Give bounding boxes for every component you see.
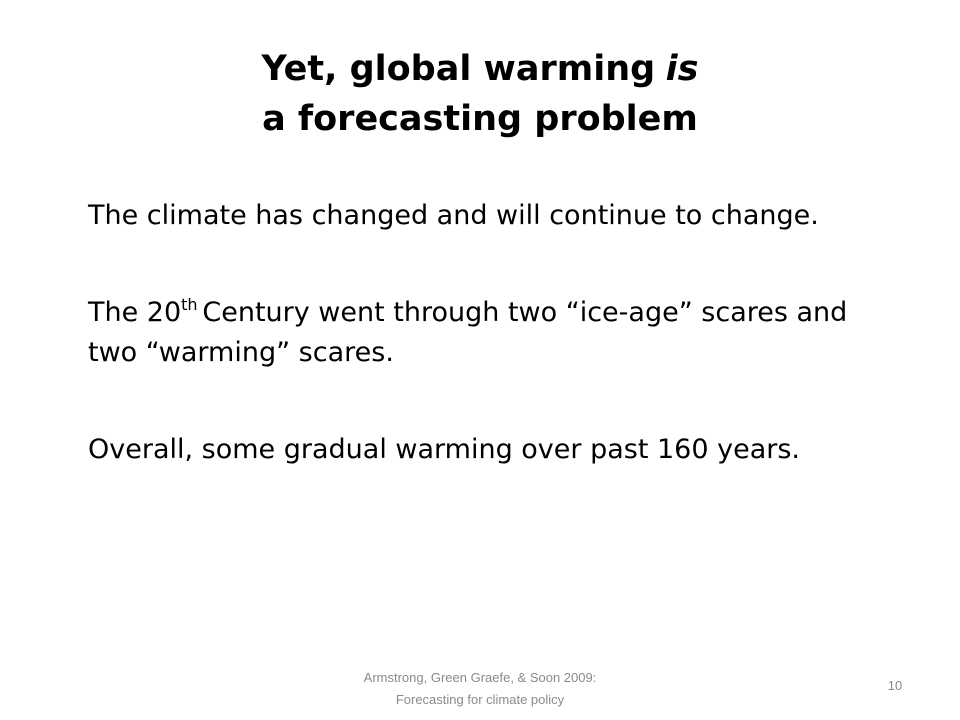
paragraph: Overall, some gradual warming over past … <box>88 434 801 465</box>
superscript: th <box>181 295 198 314</box>
footer-line: Forecasting for climate policy <box>395 692 565 707</box>
title-line: Yet, global warming is <box>0 44 960 94</box>
text: The 20 <box>88 297 182 328</box>
footer-line: Armstrong, Green Graefe, & Soon 2009: <box>363 670 597 685</box>
title-emphasis: is <box>665 49 699 89</box>
title-text: Yet, global warming <box>261 49 656 89</box>
paragraph: The climate has changed and will continu… <box>88 200 819 231</box>
footer: Armstrong, Green Graefe, & Soon 2009: Fo… <box>280 667 680 711</box>
paragraph: The 20th Century went through two “ice-ag… <box>88 293 848 373</box>
text: Century went through two “ice-age” scare… <box>88 297 848 368</box>
title-line: a forecasting problem <box>262 99 698 139</box>
slide-body: The climate has changed and will continu… <box>88 196 848 527</box>
slide-title: Yet, global warming is a forecasting prob… <box>0 44 960 144</box>
page-number: 10 <box>887 678 903 693</box>
